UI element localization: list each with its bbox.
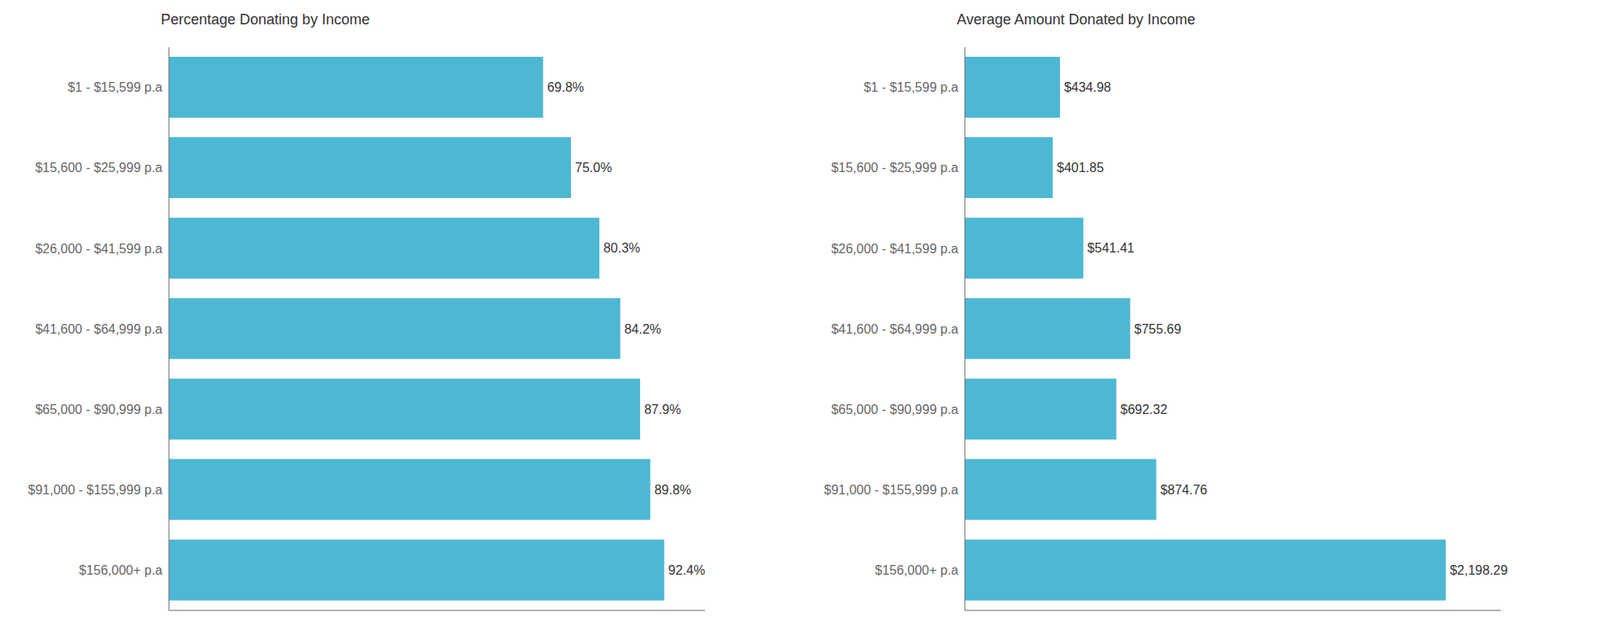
svg-text:75.0%: 75.0% <box>575 160 612 175</box>
svg-text:$91,000 - $155,999 p.a: $91,000 - $155,999 p.a <box>28 483 164 498</box>
svg-text:$65,000 - $90,999 p.a: $65,000 - $90,999 p.a <box>830 402 959 417</box>
svg-text:$41,600 - $64,999 p.a: $41,600 - $64,999 p.a <box>34 322 163 337</box>
svg-text:$15,600 - $25,999 p.a: $15,600 - $25,999 p.a <box>34 160 163 175</box>
svg-text:89.8%: 89.8% <box>654 483 692 498</box>
svg-text:69.8%: 69.8% <box>547 80 584 95</box>
svg-text:80.3%: 80.3% <box>603 241 640 256</box>
svg-text:$15,600 - $25,999 p.a: $15,600 - $25,999 p.a <box>830 160 959 175</box>
svg-text:$692.32: $692.32 <box>1120 402 1168 417</box>
svg-text:$541.41: $541.41 <box>1087 241 1135 256</box>
svg-text:$2,198.29: $2,198.29 <box>1449 563 1508 578</box>
svg-text:$156,000+ p.a: $156,000+ p.a <box>874 563 959 578</box>
svg-text:$26,000 - $41,599 p.a: $26,000 - $41,599 p.a <box>34 242 163 256</box>
svg-text:$1 - $15,599 p.a: $1 - $15,599 p.a <box>67 80 163 95</box>
svg-text:$91,000 - $155,999 p.a: $91,000 - $155,999 p.a <box>824 483 960 498</box>
svg-text:84.2%: 84.2% <box>624 322 662 337</box>
svg-text:$26,000 - $41,599 p.a: $26,000 - $41,599 p.a <box>830 242 959 256</box>
svg-text:$1 - $15,599 p.a: $1 - $15,599 p.a <box>863 80 959 95</box>
svg-text:92.4%: 92.4% <box>668 563 705 578</box>
html-text:Percentage Donating by Income: Percentage Donating by Income <box>160 11 370 28</box>
svg-text:$874.76: $874.76 <box>1160 483 1208 498</box>
svg-text:$156,000+ p.a: $156,000+ p.a <box>78 563 163 578</box>
svg-text:$65,000 - $90,999 p.a: $65,000 - $90,999 p.a <box>34 402 163 417</box>
svg-text:87.9%: 87.9% <box>644 402 681 417</box>
svg-text:$755.69: $755.69 <box>1134 322 1182 337</box>
svg-text:$41,600 - $64,999 p.a: $41,600 - $64,999 p.a <box>830 322 959 337</box>
svg-text:$401.85: $401.85 <box>1056 160 1104 175</box>
html-text:Average Amount Donated by Inco: Average Amount Donated by Income <box>956 11 1196 28</box>
svg-text:$434.98: $434.98 <box>1063 80 1112 95</box>
